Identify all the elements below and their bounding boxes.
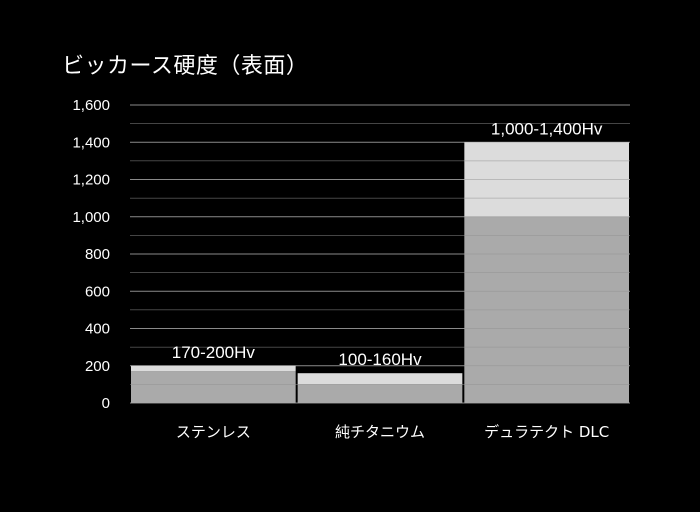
data-label: 100-160Hv [338,350,422,369]
y-tick-label: 600 [85,283,110,300]
chart-title: ビッカース硬度（表面） [62,54,309,79]
category-label: ステンレス [176,423,251,441]
y-tick-label: 1,000 [72,209,110,226]
y-tick-label: 1,400 [72,134,110,151]
category-label: デュラテクト DLC [484,423,609,441]
overlay-grid-layer [131,160,629,385]
y-tick-label: 1,200 [72,172,110,189]
labels-layer: 0 200 400 600 800 1,000 1,200 1,400 1,600 170-200… [72,97,609,441]
bar-range [131,365,296,372]
bar-range [297,373,463,385]
data-label: 170-200Hv [172,343,256,362]
bar-base [131,371,296,403]
y-tick-label: 800 [85,246,110,263]
y-tick-label: 400 [85,321,110,338]
data-label: 1,000-1,400Hv [491,119,603,138]
y-tick-label: 0 [102,395,110,412]
y-tick-label: 200 [85,358,110,375]
category-label: 純チタニウム [335,423,425,441]
y-tick-label: 1,600 [72,97,110,114]
bar-base [297,384,463,403]
